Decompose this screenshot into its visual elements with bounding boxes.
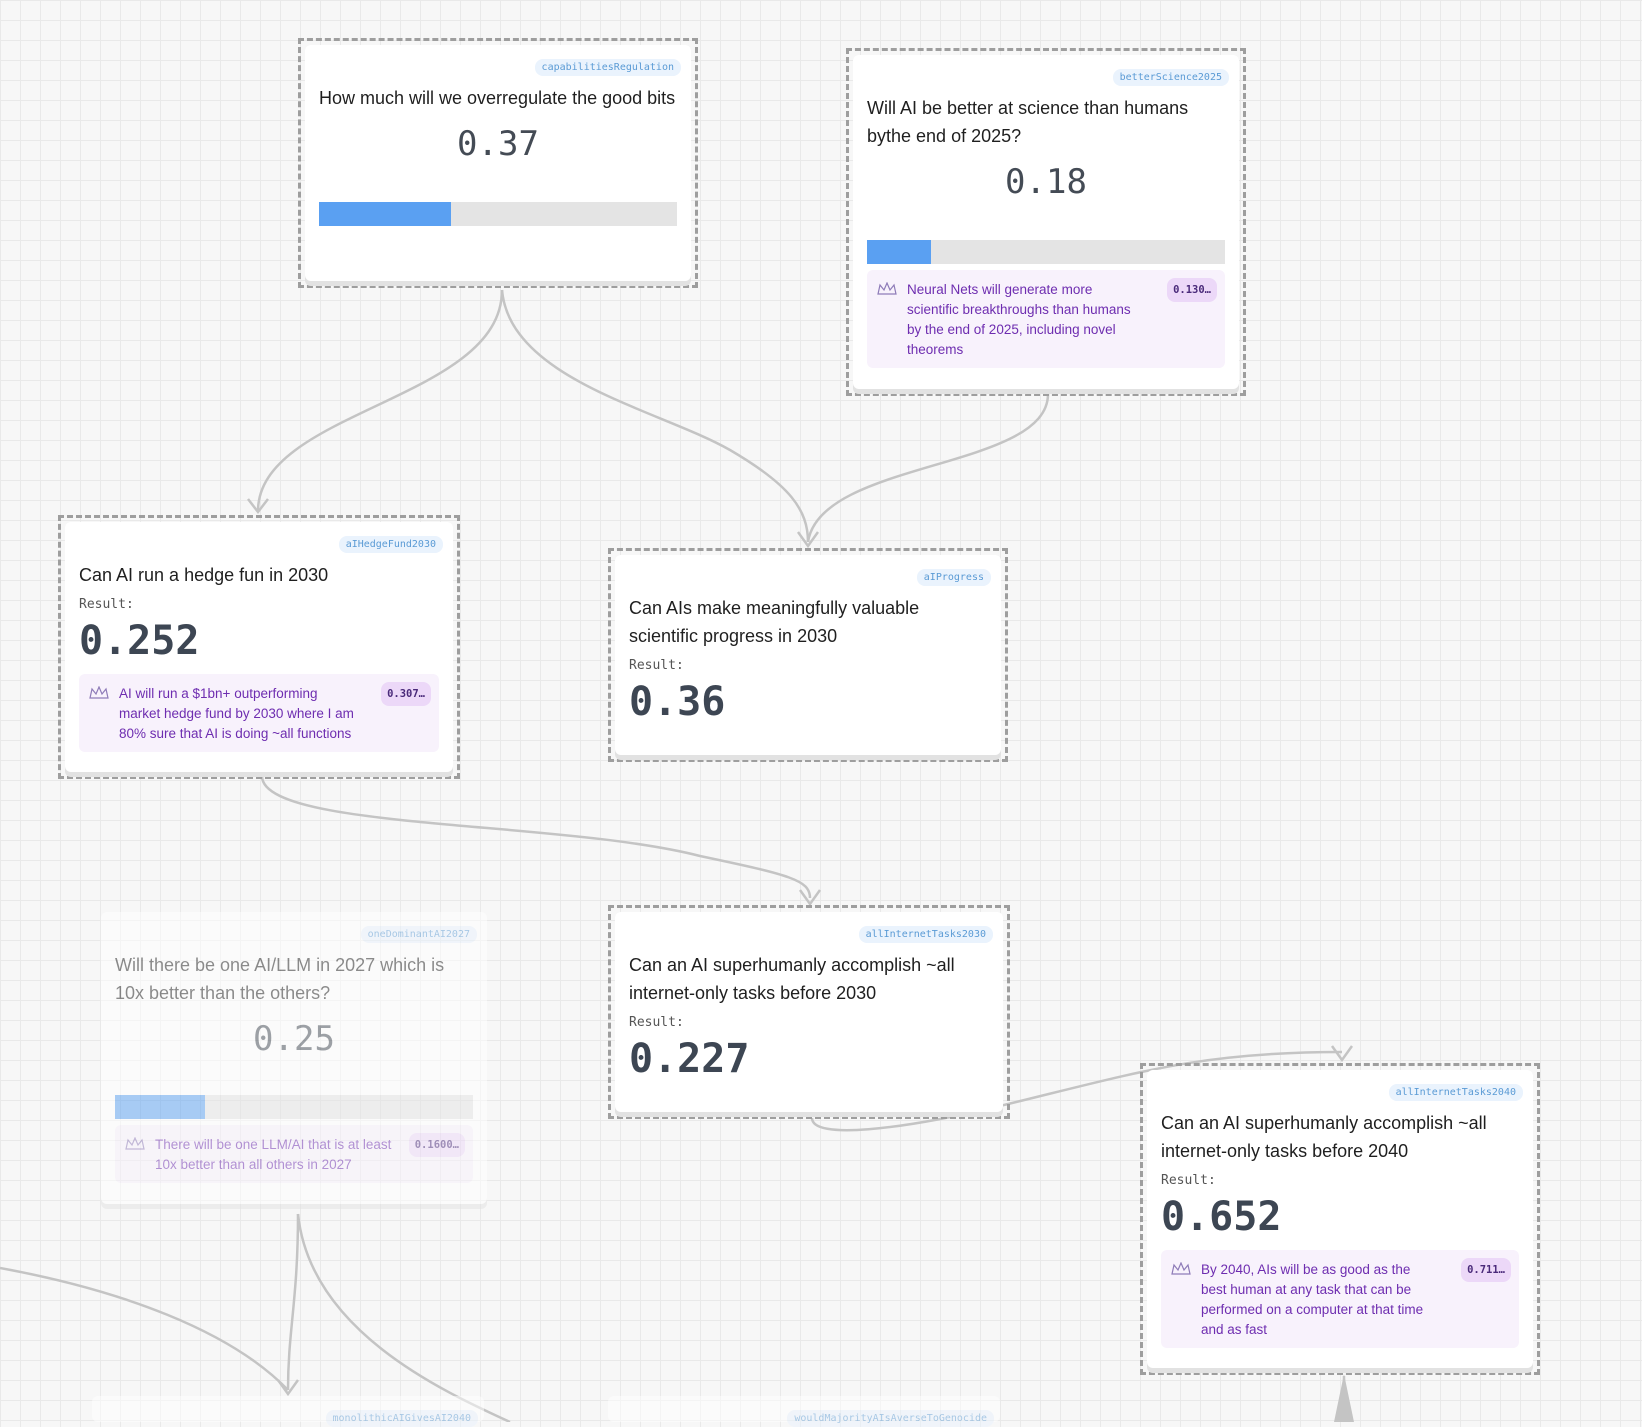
node-stub-right[interactable]: wouldMajorityAIsAverseToGenocide xyxy=(608,1396,1000,1427)
edge-science-to-progress xyxy=(806,393,1050,543)
result-value: 0.36 xyxy=(629,679,726,725)
progress-bar-fill xyxy=(867,240,932,264)
edge-offscreen-left xyxy=(0,1266,289,1391)
progress-bar xyxy=(115,1095,473,1119)
result-label: Result: xyxy=(629,658,684,673)
node-slug-chip[interactable]: allInternetTasks2040 xyxy=(1388,1084,1523,1101)
node-ai-hedge-fund-2030[interactable]: aIHedgeFund2030 Can AI run a hedge fun i… xyxy=(58,515,460,779)
node-value: 0.37 xyxy=(457,124,539,164)
edge-dominant-to-stub-left xyxy=(286,1213,300,1391)
node-value: 0.25 xyxy=(253,1019,335,1059)
node-question: Will there be one AI/LLM in 2027 which i… xyxy=(115,955,445,1003)
node-all-internet-tasks-2040[interactable]: allInternetTasks2040 Can an AI superhuma… xyxy=(1140,1063,1540,1375)
reference-forecast[interactable]: By 2040, AIs will be as good as the best… xyxy=(1161,1250,1519,1348)
node-slug-chip[interactable]: wouldMajorityAIsAverseToGenocide xyxy=(787,1410,994,1427)
edge-hedgefund-to-internet2030 xyxy=(260,775,812,899)
crown-icon xyxy=(89,686,109,699)
edge-arrowhead xyxy=(1330,1045,1354,1063)
node-slug-chip[interactable]: monolithicAIGivesAI2040 xyxy=(325,1410,478,1427)
result-value: 0.252 xyxy=(79,618,200,664)
node-better-science-2025[interactable]: betterScience2025 Will AI be better at s… xyxy=(846,48,1246,396)
node-all-internet-tasks-2030[interactable]: allInternetTasks2030 Can an AI superhuma… xyxy=(608,905,1010,1119)
result-label: Result: xyxy=(79,597,134,612)
reference-text: AI will run a $1bn+ outperforming market… xyxy=(119,686,354,741)
reference-forecast[interactable]: Neural Nets will generate more scientifi… xyxy=(867,270,1225,368)
result-value: 0.652 xyxy=(1161,1194,1282,1240)
reference-forecast[interactable]: There will be one LLM/AI that is at leas… xyxy=(115,1125,473,1183)
reference-probability-badge: 0.130… xyxy=(1167,278,1217,302)
node-slug-chip[interactable]: aIProgress xyxy=(916,569,991,586)
progress-bar xyxy=(319,202,677,226)
reference-text: Neural Nets will generate more scientifi… xyxy=(907,282,1131,357)
result-label: Result: xyxy=(1161,1173,1216,1188)
reference-probability-badge: 0.1600… xyxy=(408,1133,465,1157)
edge-arrowhead xyxy=(1334,1374,1354,1422)
progress-bar-fill xyxy=(319,202,452,226)
reference-text: There will be one LLM/AI that is at leas… xyxy=(155,1137,392,1172)
node-slug-chip[interactable]: oneDominantAI2027 xyxy=(360,926,477,943)
edge-dominant-to-stub-right xyxy=(296,1213,511,1422)
edge-arrowhead xyxy=(247,498,269,515)
crown-icon xyxy=(125,1137,145,1150)
result-label: Result: xyxy=(629,1015,684,1030)
edge-arrowhead xyxy=(796,531,820,549)
progress-bar-fill xyxy=(115,1095,205,1119)
node-question: Will AI be better at science than humans… xyxy=(867,98,1189,146)
progress-bar xyxy=(867,240,1225,264)
node-question: Can an AI superhumanly accomplish ~all i… xyxy=(629,955,955,1003)
node-stub-left[interactable]: monolithicAIGivesAI2040 xyxy=(92,1396,484,1427)
node-slug-chip[interactable]: aIHedgeFund2030 xyxy=(338,536,443,553)
node-capabilities-regulation[interactable]: capabilitiesRegulation How much will we … xyxy=(298,38,698,288)
node-slug-chip[interactable]: capabilitiesRegulation xyxy=(534,59,681,76)
crown-icon xyxy=(877,282,897,295)
node-question: How much will we overregulate the good b… xyxy=(319,88,676,108)
reference-forecast[interactable]: AI will run a $1bn+ outperforming market… xyxy=(79,674,439,752)
edge-internet2030-to-internet2040 xyxy=(810,1050,1343,1132)
reference-probability-badge: 0.307… xyxy=(381,682,431,706)
reference-text: By 2040, AIs will be as good as the best… xyxy=(1201,1262,1424,1337)
edge-regulation-to-progress xyxy=(500,289,810,543)
crown-icon xyxy=(1171,1262,1191,1275)
edge-regulation-to-hedgefund xyxy=(256,289,504,511)
result-value: 0.227 xyxy=(629,1036,750,1082)
node-value: 0.18 xyxy=(1005,162,1087,202)
node-question: Can AIs make meaningfully valuable scien… xyxy=(629,598,920,646)
node-slug-chip[interactable]: betterScience2025 xyxy=(1112,69,1229,86)
node-slug-chip[interactable]: allInternetTasks2030 xyxy=(858,926,993,943)
node-question: Can AI run a hedge fun in 2030 xyxy=(79,565,329,585)
edge-arrowhead xyxy=(798,889,822,907)
node-ai-progress[interactable]: aIProgress Can AIs make meaningfully val… xyxy=(608,548,1008,762)
reference-probability-badge: 0.711… xyxy=(1461,1258,1511,1282)
node-one-dominant-ai-2027[interactable]: oneDominantAI2027 Will there be one AI/L… xyxy=(94,905,494,1211)
node-question: Can an AI superhumanly accomplish ~all i… xyxy=(1161,1113,1487,1161)
